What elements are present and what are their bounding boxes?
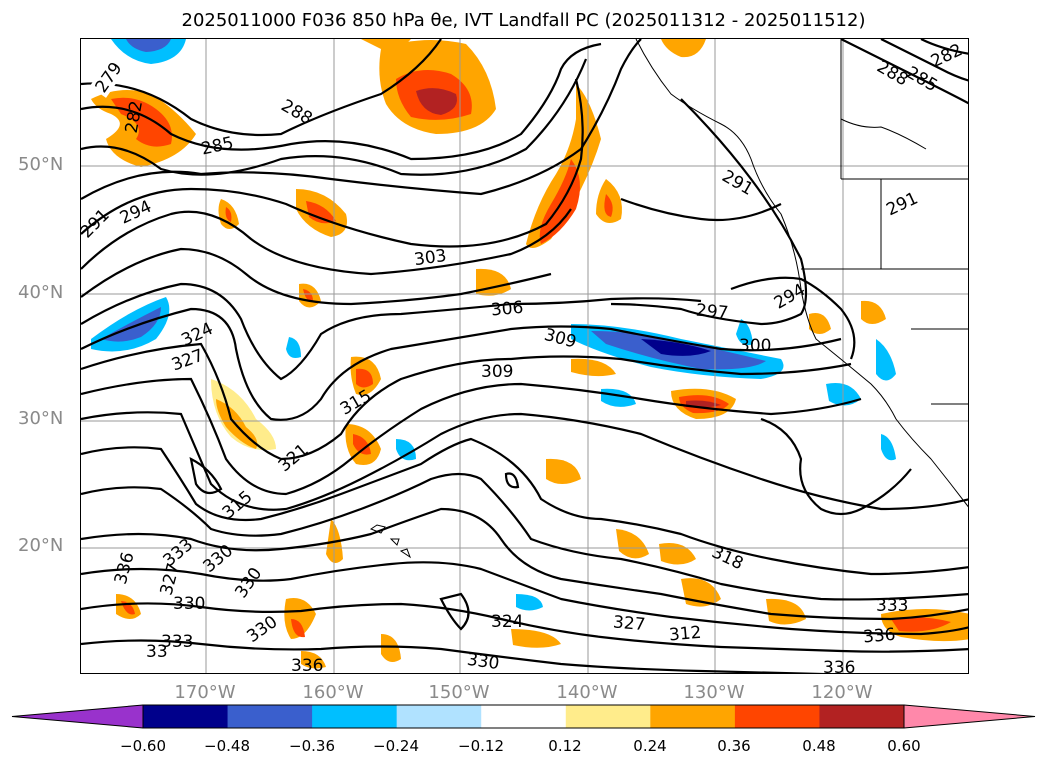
contour-label: 288 — [278, 96, 316, 130]
colorbar-tick-label: −0.48 — [204, 737, 250, 755]
map-title: 2025011000 F036 850 hPa θe, IVT Landfall… — [181, 10, 866, 31]
colorbar-tick-label: −0.24 — [373, 737, 419, 755]
lon-label-160w: 160°W — [302, 682, 364, 703]
contour-label: 336 — [291, 656, 323, 674]
contour-label: 291 — [883, 188, 921, 220]
colorbar-bin — [819, 705, 905, 728]
lat-label-30n: 30°N — [18, 408, 64, 429]
colorbar-tick-label: 0.60 — [887, 737, 921, 755]
contour-label: 306 — [490, 298, 524, 321]
contour-label: 33 — [146, 642, 168, 662]
contour-label: 336 — [862, 625, 896, 648]
contour-label: 285 — [200, 133, 236, 159]
contour-label: 333 — [161, 632, 193, 652]
colorbar-tick-label: −0.12 — [458, 737, 504, 755]
contour-label: 312 — [668, 623, 702, 646]
lat-label-50n: 50°N — [18, 154, 64, 175]
contour-label: 330 — [466, 650, 501, 674]
colorbar — [11, 704, 1036, 729]
colorbar-tick-label: 0.48 — [802, 737, 836, 755]
colorbar-bin — [481, 705, 567, 728]
contour-label: 324 — [491, 612, 523, 632]
contour-label: 303 — [413, 246, 448, 270]
colorbar-outline — [142, 704, 905, 729]
lon-label-140w: 140°W — [556, 682, 618, 703]
theta-e-contours — [81, 39, 968, 673]
lon-label-150w: 150°W — [428, 682, 490, 703]
colorbar-tick-label: 0.36 — [717, 737, 751, 755]
contour-label: 330 — [173, 594, 205, 614]
map-canvas: 279 282 285 288 291 294 303 306 309 309 … — [81, 39, 968, 674]
colorbar-bin — [565, 705, 651, 728]
map-panel: 279 282 285 288 291 294 303 306 309 309 … — [80, 38, 969, 674]
colorbar-bin — [734, 705, 820, 728]
lon-label-170w: 170°W — [174, 682, 236, 703]
contour-label: 330 — [199, 541, 237, 577]
colorbar-bin — [650, 705, 736, 728]
contour-label: 300 — [739, 336, 771, 356]
contour-label: 327 — [612, 612, 646, 635]
contour-label: 333 — [876, 596, 908, 616]
colorbar-bin — [227, 705, 313, 728]
contour-label: 336 — [823, 658, 855, 674]
lat-label-40n: 40°N — [18, 282, 64, 303]
pc-shading-layer — [91, 39, 968, 669]
graticule — [81, 39, 968, 673]
colorbar-bin — [143, 705, 229, 728]
contour-label: 321 — [275, 440, 313, 476]
contour-label: 336 — [111, 550, 139, 587]
colorbar-bin — [312, 705, 398, 728]
contour-label: 294 — [117, 197, 155, 229]
lon-label-130w: 130°W — [683, 682, 745, 703]
contour-label: 327 — [169, 346, 206, 376]
colorbar-bin — [396, 705, 482, 728]
lon-label-120w: 120°W — [811, 682, 873, 703]
contour-label: 291 — [81, 205, 114, 242]
colorbar-tick-label: 0.24 — [633, 737, 667, 755]
contour-label: 291 — [718, 166, 756, 200]
contour-label: 327 — [157, 561, 185, 598]
contour-label: 297 — [695, 301, 729, 324]
contour-label: 330 — [243, 612, 281, 647]
contour-label: 330 — [231, 564, 266, 602]
colorbar-extend-min — [12, 705, 143, 728]
colorbar-tick-label: −0.60 — [120, 737, 166, 755]
colorbar-tick-label: 0.12 — [548, 737, 582, 755]
colorbar-bins — [12, 705, 1035, 728]
contour-label: 309 — [481, 362, 513, 382]
lat-label-20n: 20°N — [18, 535, 64, 556]
colorbar-extend-max — [904, 705, 1035, 728]
colorbar-tick-label: −0.36 — [289, 737, 335, 755]
contour-label: 318 — [708, 542, 746, 574]
